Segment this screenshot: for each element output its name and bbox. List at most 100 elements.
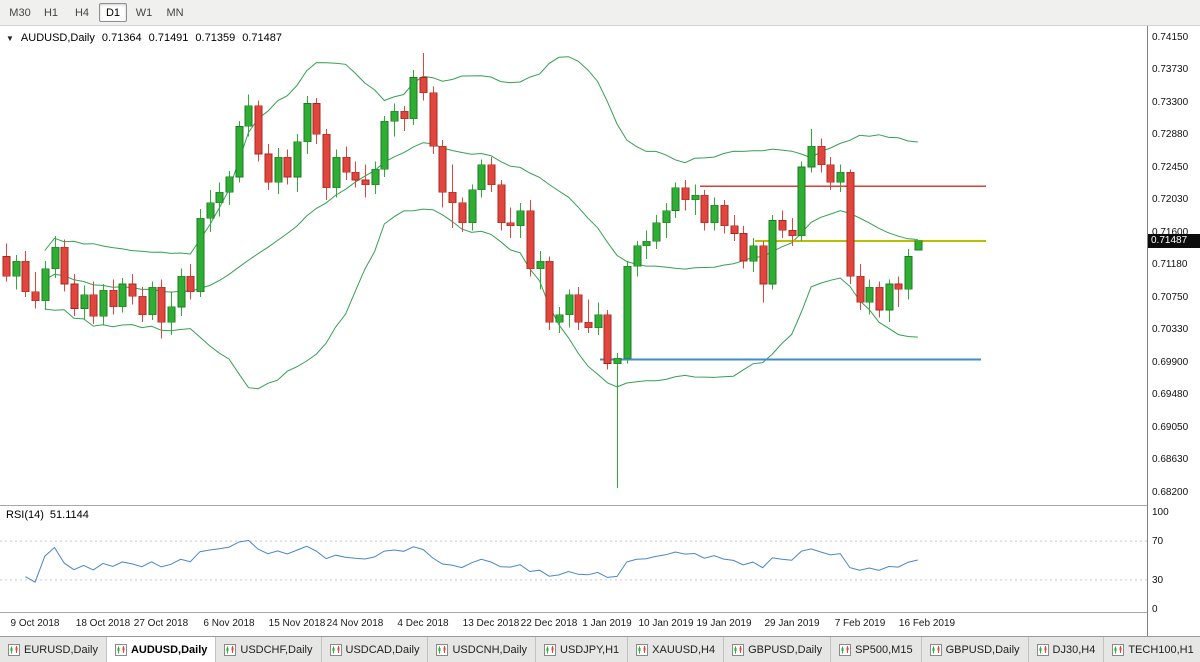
date-axis-label: 10 Jan 2019 bbox=[638, 618, 694, 629]
candle bbox=[497, 180, 506, 231]
candle bbox=[856, 264, 865, 310]
candle bbox=[458, 197, 467, 232]
timeframe-button-m30[interactable]: M30 bbox=[9, 6, 31, 19]
price-axis-label: 0.69900 bbox=[1152, 357, 1189, 368]
timeframe-button-h1[interactable]: H1 bbox=[43, 6, 59, 19]
candle bbox=[468, 184, 477, 231]
candle bbox=[487, 157, 496, 193]
chart-tab-label: USDCNH,Daily bbox=[452, 643, 528, 656]
chart-tab-tech100-h1[interactable]: TECH100,H1 bbox=[1104, 637, 1200, 662]
candle bbox=[768, 215, 777, 290]
candle bbox=[826, 157, 835, 190]
candle bbox=[186, 264, 195, 300]
rsi-axis-label: 0 bbox=[1152, 604, 1158, 615]
time-scale[interactable]: 9 Oct 2018 18 Oct 2018 27 Oct 2018 6 Nov 20… bbox=[0, 612, 1200, 636]
candle bbox=[633, 241, 642, 277]
candle bbox=[681, 180, 690, 211]
candle bbox=[788, 218, 797, 246]
candle bbox=[526, 199, 535, 277]
chart-tab-icon bbox=[1036, 643, 1049, 656]
price-axis-label: 0.70330 bbox=[1152, 324, 1189, 336]
chart-tab-label: GBPUSD,Daily bbox=[748, 643, 823, 656]
price-axis-label: 0.73300 bbox=[1152, 97, 1189, 108]
date-axis-label: 22 Dec 2018 bbox=[520, 618, 578, 629]
price-axis-label: 0.72450 bbox=[1152, 162, 1189, 173]
candle bbox=[51, 235, 60, 278]
current-price-badge: 0.71487 bbox=[1148, 233, 1200, 248]
candle bbox=[12, 254, 21, 290]
chart-tab-dj30-h4[interactable]: DJ30,H4 bbox=[1028, 637, 1105, 662]
chart-tab-usdchf-daily[interactable]: USDCHF,Daily bbox=[216, 637, 322, 662]
candle bbox=[506, 207, 515, 239]
candle bbox=[380, 115, 389, 177]
chart-tab-label: DJ30,H4 bbox=[1052, 643, 1096, 656]
candle bbox=[419, 53, 428, 101]
chart-tab-usdcnh-daily[interactable]: USDCNH,Daily bbox=[428, 637, 537, 662]
candle bbox=[409, 69, 418, 125]
chart-tab-eurusd-daily[interactable]: EURUSD,Daily bbox=[0, 637, 107, 662]
candle bbox=[351, 161, 360, 188]
chart-tab-icon bbox=[114, 643, 127, 656]
candle bbox=[400, 105, 409, 132]
chart-tab-usdcad-daily[interactable]: USDCAD,Daily bbox=[321, 637, 429, 662]
candle bbox=[574, 287, 583, 330]
candle bbox=[438, 140, 447, 208]
candle bbox=[429, 86, 438, 154]
candle bbox=[623, 261, 632, 364]
candle bbox=[293, 134, 302, 193]
candle bbox=[817, 138, 826, 173]
timeframe-button-d1[interactable]: D1 bbox=[99, 3, 127, 22]
chart-tab-gbpusd-daily[interactable]: GBPUSD,Daily bbox=[921, 637, 1029, 662]
price-axis-label: 0.70750 bbox=[1152, 292, 1189, 303]
date-axis-label: 1 Jan 2019 bbox=[582, 618, 632, 629]
candle bbox=[371, 161, 380, 194]
candle bbox=[89, 281, 98, 324]
candle bbox=[312, 98, 321, 145]
candle bbox=[157, 279, 166, 339]
price-axis-label: 0.69050 bbox=[1152, 422, 1189, 433]
candle bbox=[206, 189, 215, 232]
chart-low-value: 0.71359 bbox=[195, 32, 236, 44]
chart-tab-icon bbox=[929, 643, 942, 656]
candle bbox=[555, 306, 564, 333]
price-scale[interactable]: 0.71487 0.74150 0.73730 0.73300 0.72880 0.72… bbox=[1147, 26, 1200, 636]
chart-tab-sp500-m15[interactable]: SP500,M15 bbox=[831, 637, 922, 662]
date-axis-label: 6 Nov 2018 bbox=[203, 618, 255, 629]
price-chart-canvas[interactable] bbox=[0, 26, 1147, 505]
chart-tab-xauusd-h4[interactable]: XAUUSD,H4 bbox=[628, 637, 725, 662]
candle bbox=[807, 128, 816, 173]
rsi-axis-label: 100 bbox=[1152, 507, 1169, 518]
panel-divider[interactable] bbox=[0, 505, 1200, 506]
chart-menu-arrow-icon[interactable]: ▼ bbox=[6, 33, 14, 43]
date-axis-label: 29 Jan 2019 bbox=[764, 618, 820, 629]
rsi-line bbox=[25, 539, 918, 583]
candle bbox=[196, 209, 205, 297]
price-axis-label: 0.71180 bbox=[1152, 259, 1188, 271]
price-axis-label: 0.72880 bbox=[1152, 129, 1189, 141]
chart-tab-audusd-daily[interactable]: AUDUSD,Daily bbox=[106, 637, 217, 662]
rsi-canvas[interactable] bbox=[0, 506, 1147, 612]
candle bbox=[254, 100, 263, 162]
candle bbox=[700, 189, 709, 231]
date-axis-label: 7 Feb 2019 bbox=[834, 618, 886, 629]
chart-tab-label: USDCHF,Daily bbox=[240, 643, 313, 656]
chart-tab-usdjpy-h1[interactable]: USDJPY,H1 bbox=[536, 637, 629, 662]
chart-tab-icon bbox=[8, 643, 20, 656]
chart-high-value: 0.71491 bbox=[148, 32, 189, 44]
candle bbox=[264, 144, 273, 190]
chart-tab-label: EURUSD,Daily bbox=[24, 643, 98, 656]
chart-tab-gbpusd-daily[interactable]: GBPUSD,Daily bbox=[724, 637, 832, 662]
candle bbox=[875, 281, 884, 318]
candle bbox=[274, 147, 283, 194]
timeframe-button-h4[interactable]: H4 bbox=[74, 6, 90, 19]
candle bbox=[536, 251, 545, 290]
candle bbox=[545, 256, 554, 330]
timeframe-button-w1[interactable]: W1 bbox=[135, 6, 153, 19]
rsi-axis-label: 70 bbox=[1152, 536, 1164, 548]
timeframe-button-mn[interactable]: MN bbox=[166, 6, 184, 19]
candle bbox=[516, 202, 525, 239]
candle bbox=[865, 279, 874, 315]
candle bbox=[565, 289, 574, 328]
candle bbox=[710, 197, 719, 231]
date-axis-label: 4 Dec 2018 bbox=[397, 618, 449, 629]
